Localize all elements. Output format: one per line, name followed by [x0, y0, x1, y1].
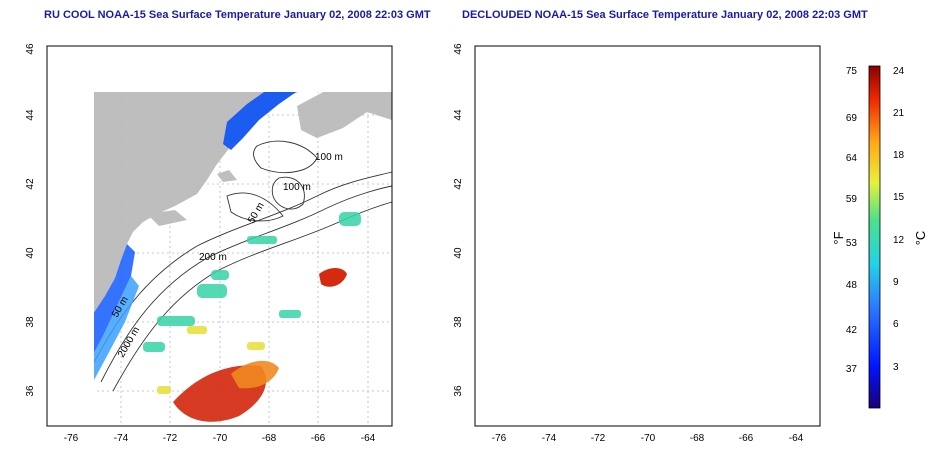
left-y-tick: 42: [25, 178, 36, 190]
fahrenheit-tick: 69: [846, 113, 858, 124]
celsius-tick: 6: [893, 319, 899, 330]
right-gulf-of-maine-sst: [649, 76, 739, 150]
left-x-tick: -64: [361, 433, 376, 444]
left-y-tick: 40: [25, 247, 36, 259]
left-y-axis: 36 38 40 42 44 46: [25, 43, 36, 397]
celsius-tick: 21: [893, 108, 905, 119]
right-sparse-sst: [599, 194, 785, 406]
celsius-tick: 12: [893, 235, 905, 246]
right-contour-label-2: 100 m: [711, 182, 739, 193]
right-contour-label-6: 2000 m: [544, 325, 570, 359]
celsius-tick: 24: [893, 66, 905, 77]
left-gulf-of-maine-sst: [223, 92, 297, 150]
fahrenheit-tick: 64: [846, 153, 858, 164]
left-gulfstream-patch-2: [231, 360, 279, 389]
celsius-tick: 9: [893, 277, 899, 288]
left-coastal-sst: [94, 244, 135, 353]
colorbar-unit-celsius: °C: [913, 231, 928, 246]
right-map-canvas: 100 m 100 m 50 m 200 m 50 m 2000 m: [475, 46, 820, 426]
colorbar: 75 69 64 59 53 48 42 37 24 21 18 15 12 9…: [831, 65, 928, 409]
left-scattered-warm: [157, 326, 265, 394]
right-x-tick: -74: [542, 433, 557, 444]
right-coastal-sst: [475, 244, 561, 426]
left-scattered-sst: [143, 212, 361, 352]
left-contour-label-4: 200 m: [199, 252, 227, 263]
colorbar-unit-fahrenheit: °F: [831, 231, 846, 244]
left-map-canvas: 100 m 100 m 50 m 200 m 50 m 2000 m: [47, 92, 393, 427]
right-y-tick: 42: [453, 178, 464, 190]
left-map-title: RU COOL NOAA-15 Sea Surface Temperature …: [44, 9, 431, 21]
fahrenheit-tick: 42: [846, 325, 858, 336]
left-x-tick: -68: [262, 433, 277, 444]
right-contour-label-5: 50 m: [538, 295, 559, 320]
celsius-tick: 18: [893, 150, 905, 161]
right-contour-labels: 100 m 100 m 50 m 200 m 50 m 2000 m: [538, 152, 771, 360]
right-y-tick: 46: [453, 43, 464, 55]
right-contour-label-1: 100 m: [743, 152, 771, 163]
right-x-axis: -76 -74 -72 -70 -68 -66 -64: [492, 433, 804, 444]
left-x-tick: -70: [213, 433, 228, 444]
colorbar-fahrenheit-ticks: 75 69 64 59 53 48 42 37: [846, 66, 858, 375]
right-contour-label-3: 50 m: [674, 201, 695, 226]
right-x-tick: -72: [591, 433, 606, 444]
celsius-tick: 15: [893, 192, 905, 203]
left-x-axis: -76 -74 -72 -70 -68 -66 -64: [64, 433, 376, 444]
left-x-tick: -66: [311, 433, 326, 444]
left-warm-eddy: [319, 268, 347, 287]
left-x-tick: -76: [64, 433, 79, 444]
celsius-tick: 3: [893, 362, 899, 373]
fahrenheit-tick: 48: [846, 280, 858, 291]
left-map-frame: [46, 45, 393, 427]
left-y-tick: 44: [25, 109, 36, 121]
right-shelf-sst: [511, 276, 561, 380]
right-x-tick: -70: [641, 433, 656, 444]
fahrenheit-tick: 59: [846, 194, 858, 205]
right-contour-label-4: 200 m: [627, 252, 655, 263]
fahrenheit-tick: 53: [846, 238, 858, 249]
right-x-tick: -68: [690, 433, 705, 444]
right-x-tick: -66: [739, 433, 754, 444]
right-x-tick: -76: [492, 433, 507, 444]
left-shelf-sst: [94, 276, 139, 381]
left-contour-label-1: 100 m: [315, 152, 343, 163]
left-contour-label-2: 100 m: [283, 182, 311, 193]
left-x-tick: -72: [163, 433, 178, 444]
right-y-axis: 36 38 40 42 44 46: [453, 43, 464, 397]
right-y-tick: 38: [453, 316, 464, 328]
right-x-tick: -64: [789, 433, 804, 444]
left-y-tick: 36: [25, 385, 36, 397]
left-y-tick: 46: [25, 43, 36, 55]
right-y-tick: 40: [453, 247, 464, 259]
right-map-panel: 100 m 100 m 50 m 200 m 50 m 2000 m -76 -…: [453, 43, 821, 444]
left-y-tick: 38: [25, 316, 36, 328]
right-map-frame: [474, 45, 821, 427]
fahrenheit-tick: 75: [846, 66, 858, 77]
fahrenheit-tick: 37: [846, 364, 858, 375]
right-map-title: DECLOUDED NOAA-15 Sea Surface Temperatur…: [462, 9, 868, 21]
right-y-tick: 44: [453, 109, 464, 121]
left-map-panel: 100 m 100 m 50 m 200 m 50 m 2000 m -76 -…: [25, 43, 393, 444]
right-y-tick: 36: [453, 385, 464, 397]
left-bay-sst: [47, 110, 69, 142]
colorbar-celsius-ticks: 24 21 18 15 12 9 6 3: [893, 66, 905, 373]
left-x-tick: -74: [114, 433, 129, 444]
colorbar-gradient: [868, 65, 881, 409]
right-bay-sst: [475, 110, 497, 142]
